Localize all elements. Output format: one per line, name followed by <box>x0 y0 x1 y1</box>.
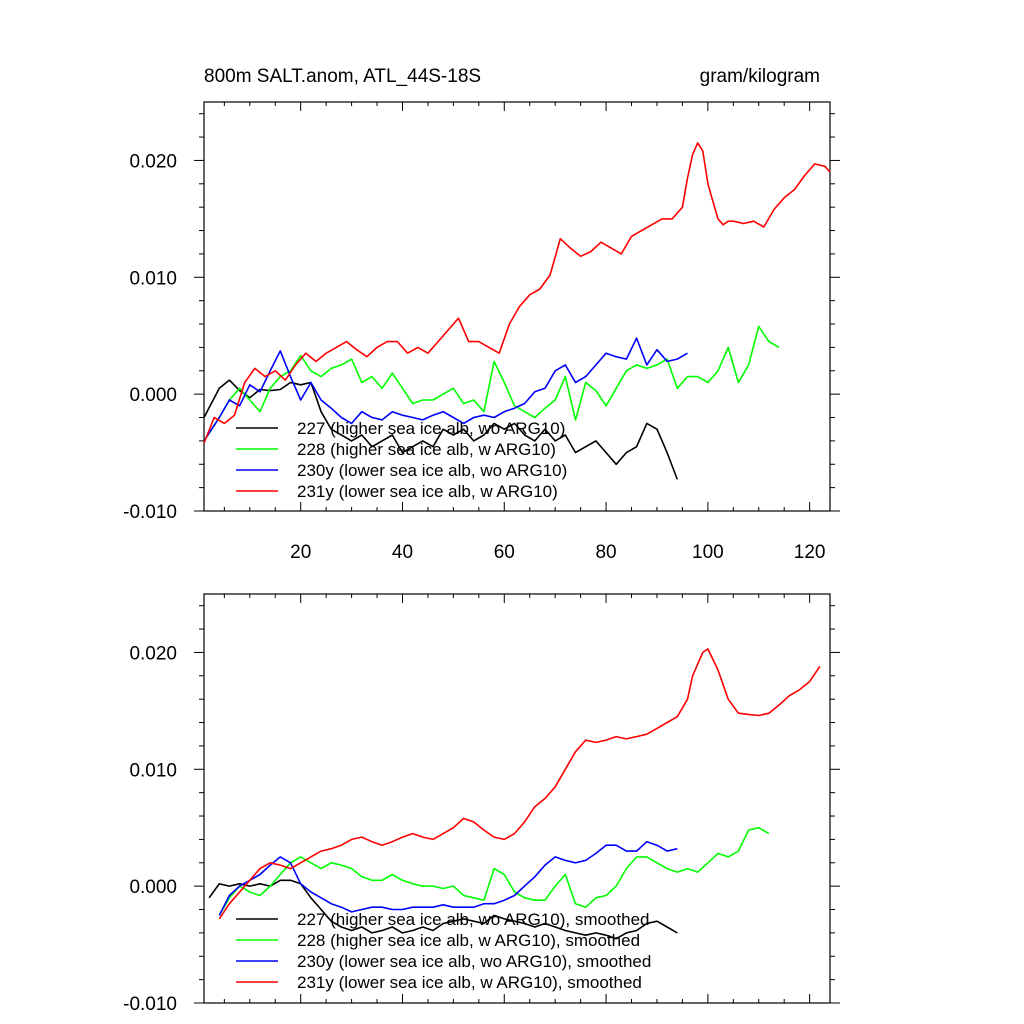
series-line <box>203 337 688 442</box>
series-line <box>208 879 678 940</box>
legend: 227 (higher sea ice alb, wo ARG10), smoo… <box>236 910 651 992</box>
top-panel: 800m SALT.anom, ATL_44S-18S gram/kilogra… <box>123 66 840 563</box>
legend: 227 (higher sea ice alb, wo ARG10) 228 (h… <box>236 419 567 501</box>
y-tick-label: 0.020 <box>129 643 177 664</box>
series-lines <box>208 648 821 940</box>
x-tick-label: 20 <box>290 542 311 563</box>
y-tick-label: 0.000 <box>129 877 177 898</box>
legend-label: 231y (lower sea ice alb, w ARG10), smoot… <box>297 973 642 992</box>
legend-label: 228 (higher sea ice alb, w ARG10), smoot… <box>297 931 640 950</box>
bottom-panel: -0.010 0.000 0.010 0.020 227 (higher sea ic… <box>123 593 840 1015</box>
legend-label: 231y (lower sea ice alb, w ARG10) <box>297 482 558 501</box>
axis-ticks: 20 40 60 80 100 120 -0.010 0.000 0.010 0.020 <box>123 102 840 563</box>
y-tick-label: -0.010 <box>123 994 177 1015</box>
legend-label: 228 (higher sea ice alb, w ARG10) <box>297 440 556 459</box>
x-tick-label: 60 <box>494 542 515 563</box>
legend-label: 227 (higher sea ice alb, wo ARG10) <box>297 419 565 438</box>
legend-label: 227 (higher sea ice alb, wo ARG10), smoo… <box>297 910 649 929</box>
x-tick-label: 40 <box>392 542 413 563</box>
plot-frame <box>203 101 831 512</box>
legend-label: 230y (lower sea ice alb, wo ARG10) <box>297 461 567 480</box>
y-tick-label: -0.010 <box>123 502 177 523</box>
series-line <box>203 325 780 442</box>
series-line <box>218 840 678 916</box>
units-label: gram/kilogram <box>700 66 820 87</box>
y-tick-label: 0.020 <box>129 151 177 172</box>
y-tick-label: 0.010 <box>129 760 177 781</box>
y-tick-label: 0.000 <box>129 385 177 406</box>
x-tick-label: 100 <box>692 542 724 563</box>
x-tick-label: 120 <box>794 542 826 563</box>
panel-title: 800m SALT.anom, ATL_44S-18S <box>204 66 481 87</box>
legend-label: 230y (lower sea ice alb, wo ARG10), smoo… <box>297 952 651 971</box>
plot-frame <box>203 593 831 1004</box>
axis-ticks: -0.010 0.000 0.010 0.020 <box>123 594 840 1015</box>
series-line <box>218 648 821 920</box>
series-line <box>203 142 831 444</box>
series-line <box>203 379 679 480</box>
series-line <box>218 826 770 916</box>
y-tick-label: 0.010 <box>129 268 177 289</box>
x-tick-label: 80 <box>595 542 616 563</box>
series-lines <box>203 142 831 480</box>
